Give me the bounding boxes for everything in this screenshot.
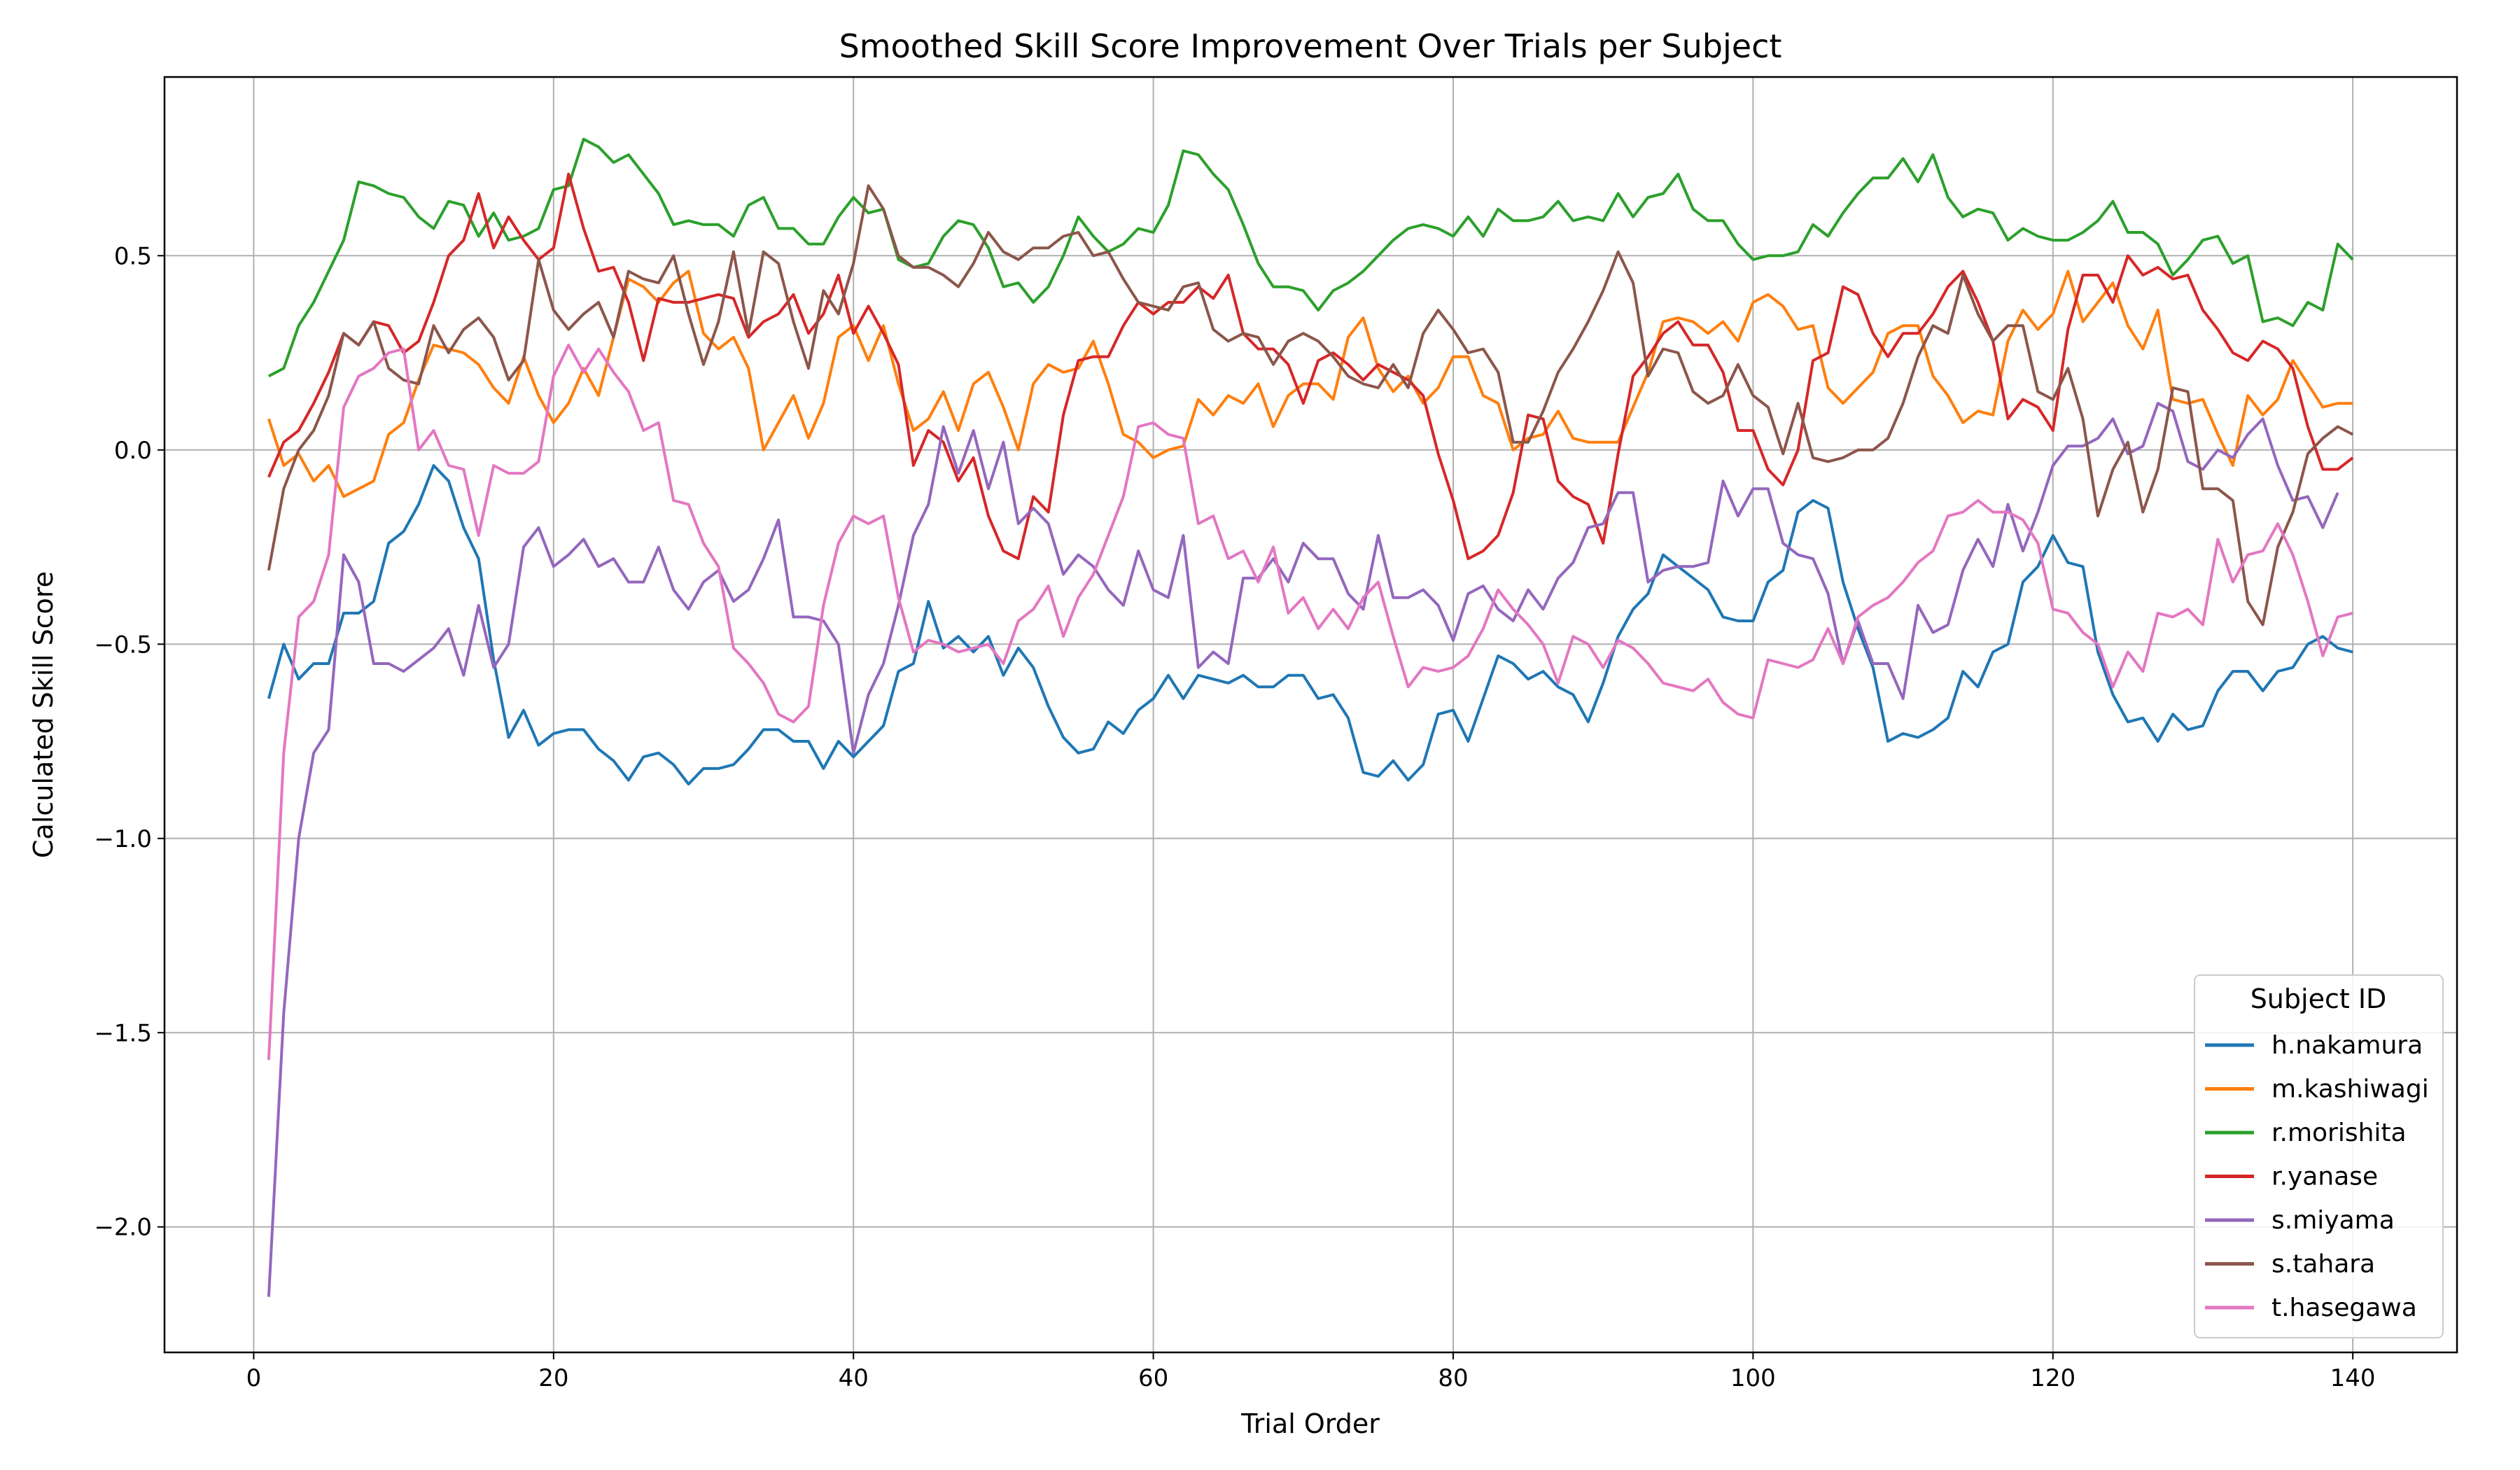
series-line-s-miyama	[267, 402, 2339, 1297]
series-line-t-hasegawa	[267, 343, 2353, 1060]
legend-label: s.tahara	[2272, 1250, 2375, 1279]
series-line-s-tahara	[267, 184, 2354, 626]
legend: Subject ID h.nakamura m.kashiwagi r.morish…	[2194, 974, 2444, 1338]
legend-box	[2194, 974, 2444, 1338]
x-tick-label: 140	[2330, 1364, 2376, 1392]
legend-label: r.yanase	[2272, 1163, 2378, 1191]
y-tick-label: −2.0	[94, 1214, 152, 1242]
legend-title: Subject ID	[2250, 983, 2387, 1014]
y-tick-label: 0.0	[114, 437, 152, 465]
series-line-r-morishita	[267, 137, 2354, 378]
legend-label: h.nakamura	[2272, 1031, 2423, 1060]
legend-items: h.nakamura m.kashiwagi r.morishita r.yanase…	[2205, 1031, 2429, 1322]
x-tick-label: 0	[246, 1364, 262, 1392]
legend-label: m.kashiwagi	[2272, 1075, 2429, 1104]
x-tick-label: 60	[1138, 1364, 1168, 1392]
y-tick-label: −0.5	[94, 631, 152, 659]
x-tick-label: 120	[2030, 1364, 2076, 1392]
legend-label: t.hasegawa	[2272, 1294, 2417, 1322]
series-line-h-nakamura	[267, 464, 2353, 786]
y-tick-label: −1.0	[94, 825, 152, 853]
y-axis-label: Calculated Skill Score	[28, 571, 59, 858]
x-tick-label: 100	[1730, 1364, 1776, 1392]
y-tick-label: −1.5	[94, 1019, 152, 1047]
series-line-r-yanase	[267, 172, 2354, 561]
axis-ticks: 0 20 40 60 80 100 120 140 −2.0 −1.5 −1.0 −0.5 0.0 0.5	[94, 242, 2375, 1392]
x-axis-label: Trial Order	[1240, 1408, 1380, 1439]
x-tick-label: 20	[538, 1364, 568, 1392]
x-tick-label: 40	[839, 1364, 869, 1392]
legend-label: s.miyama	[2272, 1206, 2395, 1235]
series-lines	[267, 137, 2354, 1297]
x-tick-label: 80	[1438, 1364, 1468, 1392]
plot-frame	[163, 76, 2458, 1354]
y-tick-label: 0.5	[114, 242, 152, 270]
legend-label: r.morishita	[2272, 1119, 2407, 1147]
chart-title: Smoothed Skill Score Improvement Over Tr…	[839, 27, 1782, 65]
